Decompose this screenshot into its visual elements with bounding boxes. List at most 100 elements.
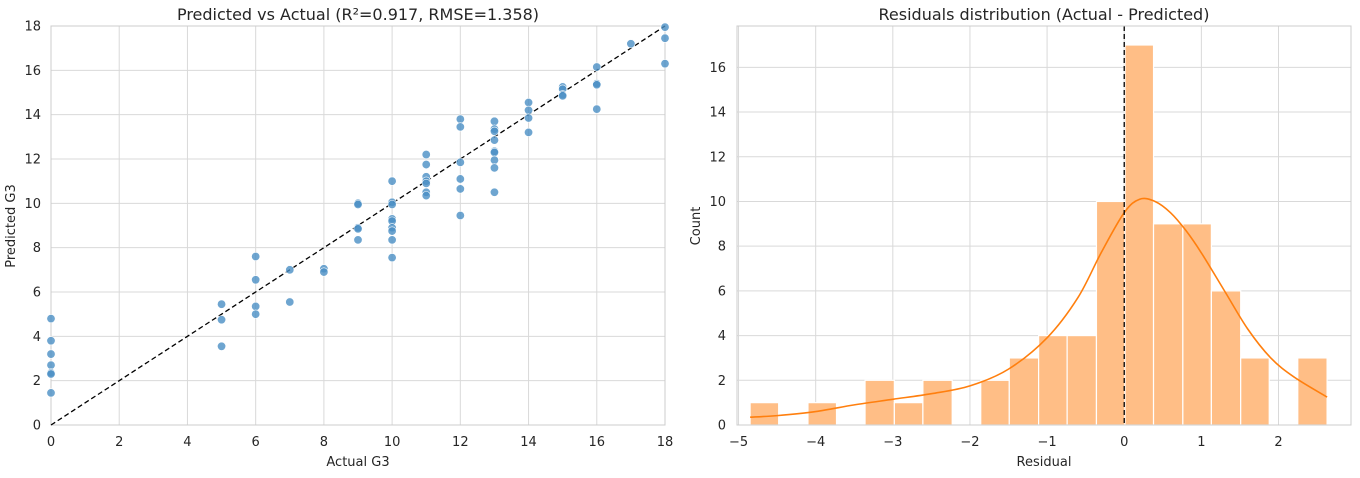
scatter-point [455,211,465,221]
histogram-bar [922,379,953,426]
histogram-x-tick-label: −4 [806,435,825,450]
histogram-y-tick-label: 0 [718,419,726,434]
scatter-x-tick-label: 2 [115,435,123,450]
scatter-point [285,265,295,275]
scatter-point [524,127,534,137]
scatter-point [251,301,261,311]
histogram-y-ticks: 0 2 4 6 8 10 12 14 16 [709,61,726,434]
scatter-point [489,187,499,197]
scatter-point [353,224,363,234]
histogram-bars [749,44,1328,426]
scatter-y-tick-label: 14 [24,108,41,123]
histogram-y-tick-label: 6 [718,284,726,299]
scatter-point [46,388,56,398]
scatter-point [489,126,499,136]
scatter-point [524,105,534,115]
scatter-title: Predicted vs Actual (R²=0.917, RMSE=1.35… [177,5,539,24]
scatter-point [387,235,397,245]
scatter-point [251,252,261,262]
histogram-bar [893,402,924,426]
histogram-x-tick-label: 1 [1197,435,1205,450]
histogram-x-ticks: −5 −4 −3 −2 −1 0 1 2 [729,435,1283,450]
histogram-bar [1066,334,1098,426]
histogram-bar [807,402,838,426]
scatter-point [489,135,499,145]
scatter-x-tick-label: 16 [589,435,606,450]
kde-curve [750,197,1328,418]
histogram-bar [1008,357,1040,426]
histogram-bar [980,379,1010,426]
scatter-y-tick-label: 10 [24,197,41,212]
scatter-point [46,336,56,346]
scatter-x-tick-label: 10 [384,435,401,450]
scatter-y-tick-label: 16 [24,64,41,79]
scatter-point [489,147,499,157]
scatter-y-tick-label: 6 [33,286,41,301]
scatter-point [592,104,602,114]
scatter-point [592,80,602,90]
scatter-point [592,62,602,72]
histogram-bar [1297,357,1328,426]
histogram-panel: Residuals distribution (Actual - Predict… [689,5,1352,470]
histogram-bar [749,402,780,426]
scatter-point [353,235,363,245]
histogram-y-tick-label: 8 [718,240,726,255]
histogram-y-tick-label: 12 [709,150,726,165]
histogram-x-tick-label: 2 [1274,435,1282,450]
histogram-bar [1038,334,1068,426]
scatter-point [285,297,295,307]
scatter-point [46,314,56,324]
scatter-point [421,150,431,160]
scatter-x-tick-label: 18 [657,435,674,450]
scatter-y-tick-label: 8 [33,241,41,256]
scatter-panel: Predicted vs Actual (R²=0.917, RMSE=1.35… [4,5,673,470]
scatter-axes-frame [50,25,666,426]
scatter-x-tick-label: 8 [320,435,328,450]
scatter-y-tick-label: 2 [33,374,41,389]
histogram-axes-frame [736,25,1352,426]
histogram-x-tick-label: −2 [960,435,979,450]
scatter-point [455,114,465,124]
scatter-point [251,309,261,319]
scatter-x-label: Actual G3 [326,455,389,470]
histogram-y-tick-label: 2 [718,374,726,389]
scatter-point [421,178,431,188]
scatter-point [455,122,465,132]
histogram-bar [1240,357,1270,426]
scatter-point [251,275,261,285]
scatter-point [217,299,227,309]
histogram-bar [1095,200,1126,426]
scatter-x-ticks: 0 2 4 6 8 10 12 14 16 18 [47,435,673,450]
scatter-point [455,184,465,194]
histogram-y-tick-label: 10 [709,195,726,210]
scatter-y-tick-label: 4 [33,330,41,345]
scatter-point [626,39,636,49]
scatter-point [660,22,670,32]
scatter-y-tick-label: 18 [24,20,41,35]
scatter-points [46,22,670,398]
scatter-y-tick-label: 12 [24,153,41,168]
histogram-x-tick-label: −5 [729,435,748,450]
histogram-bar [1152,223,1184,426]
scatter-x-tick-label: 0 [47,435,55,450]
scatter-y-label: Predicted G3 [4,184,19,268]
scatter-point [353,199,363,209]
scatter-point [421,160,431,170]
scatter-point [387,176,397,186]
scatter-point [46,349,56,359]
scatter-point [387,253,397,263]
scatter-point [524,113,534,123]
scatter-point [558,91,568,101]
histogram-x-label: Residual [1017,455,1072,470]
histogram-bar [1124,44,1155,426]
histogram-x-tick-label: −1 [1037,435,1056,450]
histogram-x-tick-label: 0 [1120,435,1128,450]
scatter-point [387,199,397,209]
scatter-point [46,369,56,379]
scatter-y-ticks: 0 2 4 6 8 10 12 14 16 18 [24,20,41,434]
scatter-point [387,226,397,236]
scatter-point [489,155,499,165]
scatter-x-tick-label: 12 [452,435,469,450]
scatter-point [217,315,227,325]
